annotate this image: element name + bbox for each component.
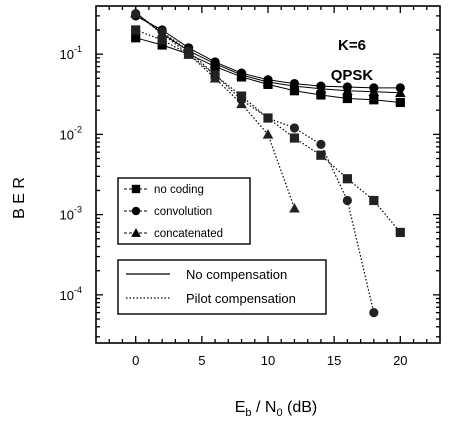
data-point: [157, 35, 167, 45]
legend-marker-label: convolution: [154, 206, 212, 218]
y-tick-base: 10: [60, 288, 74, 303]
legend-lines-box: [117, 259, 327, 315]
y-tick-exponent: -4: [74, 285, 82, 295]
y-tick-base: 10: [60, 127, 74, 142]
annotations: K=6 QPSK: [331, 37, 374, 84]
legend-lines: No compensation Pilot compensation: [117, 259, 327, 315]
data-point: [236, 98, 247, 109]
data-point: [368, 86, 380, 96]
data-point: [183, 48, 194, 59]
data-point: [369, 195, 379, 206]
y-tick-exponent: -2: [74, 124, 82, 134]
data-point: [289, 202, 300, 213]
x-tick-label: 5: [198, 353, 205, 368]
x-axis-title: Eb / N0 (dB): [235, 399, 317, 419]
data-point: [289, 123, 300, 133]
x-axis-title-unit: (dB): [283, 399, 318, 416]
data-point: [209, 58, 221, 68]
y-tick-label: 10-4: [60, 285, 82, 303]
legend-line-label: Pilot compensation: [186, 291, 296, 306]
data-point: [236, 69, 247, 80]
legend-markers: no coding convolution concatenated: [117, 177, 251, 245]
y-axis-title: B E R: [11, 177, 28, 219]
y-tick-label: 10-3: [60, 205, 82, 223]
data-point: [131, 33, 141, 43]
legend-line-label: No compensation: [186, 267, 287, 282]
data-point: [316, 139, 326, 150]
y-tick-base: 10: [60, 47, 74, 62]
data-point: [130, 8, 141, 18]
legend-marker-square: [131, 184, 141, 194]
data-point: [262, 76, 274, 87]
y-tick-exponent: -3: [74, 205, 82, 215]
data-point: [395, 97, 405, 108]
x-tick-label: 10: [261, 353, 275, 368]
data-point: [342, 85, 353, 95]
x-axis-title-sub-0: 0: [276, 407, 282, 419]
data-point: [316, 90, 326, 100]
y-tick-label: 10-1: [60, 44, 82, 62]
data-point: [369, 95, 379, 105]
annotation-k: K=6: [338, 37, 366, 54]
x-tick-label: 20: [393, 353, 407, 368]
data-point: [209, 73, 221, 83]
series-concatenated-dotted: [130, 8, 300, 213]
data-point: [262, 129, 274, 139]
data-point: [342, 93, 352, 104]
data-point: [289, 80, 300, 91]
legend-marker-label: concatenated: [154, 228, 223, 240]
y-tick-label: 10-2: [60, 124, 82, 142]
data-point: [315, 83, 327, 94]
x-axis-title-sub-b: b: [245, 407, 251, 419]
legend-marker-label: no coding: [154, 184, 204, 196]
legend-marker-circle: [131, 206, 141, 216]
data-point: [395, 227, 405, 238]
data-point: [156, 28, 168, 38]
data-point: [289, 133, 300, 143]
data-point: [395, 87, 406, 98]
legend-marker-triangle: [131, 228, 141, 237]
data-point: [131, 25, 141, 35]
data-point: [369, 308, 379, 318]
y-tick-exponent: -1: [74, 44, 82, 54]
data-point: [289, 86, 300, 96]
x-tick-label: 0: [132, 353, 139, 368]
data-point: [157, 40, 167, 50]
y-tick-base: 10: [60, 208, 74, 223]
data-point: [316, 150, 326, 160]
data-point: [342, 174, 352, 184]
data-point: [342, 195, 352, 206]
x-tick-label: 15: [327, 353, 341, 368]
x-axis-title-slash-n: / N: [252, 399, 277, 416]
data-point: [263, 113, 273, 123]
annotation-modulation: QPSK: [331, 67, 374, 84]
series-line: [135, 13, 375, 313]
x-axis-title-e: E: [235, 399, 246, 416]
